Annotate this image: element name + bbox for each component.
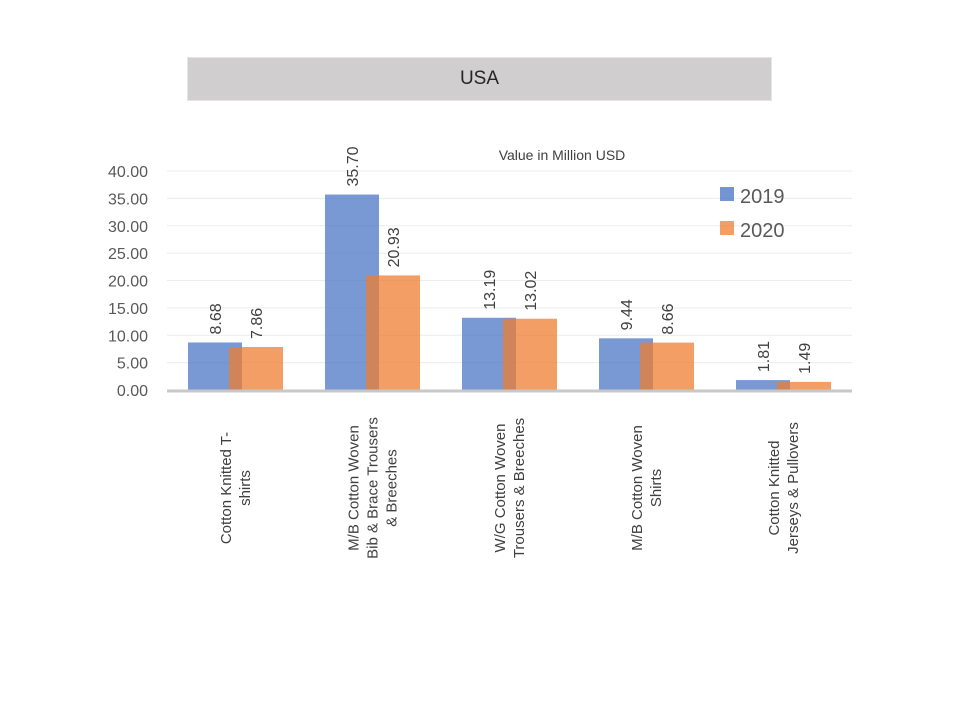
category-label: W/G Cotton Woven xyxy=(492,424,509,553)
y-tick-label: 20.00 xyxy=(108,274,148,291)
category-label: M/B Cotton Woven xyxy=(346,425,363,551)
bar-2020-0 xyxy=(229,346,283,390)
y-tick-label: 25.00 xyxy=(108,246,148,263)
bar-2020-4 xyxy=(777,381,831,390)
y-tick-label: 40.00 xyxy=(108,164,148,181)
category-label: Trousers & Breeches xyxy=(511,418,528,558)
category-label: Cotton Knitted T- xyxy=(218,432,235,544)
chart-title-banner: USA xyxy=(187,57,772,101)
category-label: Cotton Knitted xyxy=(766,440,783,535)
y-tick-label: 0.00 xyxy=(117,383,148,400)
legend-label-2020: 2020 xyxy=(740,220,785,242)
category-label: Bib & Brace Trousers xyxy=(365,417,382,559)
category-labels: Cotton Knitted T-shirts M/B Cotton Woven B… xyxy=(218,417,802,559)
bars xyxy=(188,194,831,390)
data-label: 13.19 xyxy=(482,270,499,310)
gridlines xyxy=(167,170,852,364)
bar-2020-2 xyxy=(503,318,557,390)
legend-label-2019: 2019 xyxy=(740,186,785,208)
y-tick-label: 15.00 xyxy=(108,301,148,318)
data-label: 13.02 xyxy=(523,271,540,311)
y-tick-label: 10.00 xyxy=(108,328,148,345)
legend: 2019 2020 xyxy=(720,186,785,242)
y-axis-ticks: 0.00 5.00 10.00 15.00 20.00 25.00 30.00 35.00 40… xyxy=(108,164,148,400)
bar-2020-3 xyxy=(640,342,694,390)
data-label: 8.68 xyxy=(208,303,225,334)
category-label: Jerseys & Pullovers xyxy=(785,422,802,554)
data-label: 1.81 xyxy=(756,341,773,372)
data-labels: 8.68 7.86 35.70 20.93 13.19 13.02 9.44 8.66 1.81… xyxy=(208,146,814,373)
category-label: shirts xyxy=(237,470,254,506)
legend-swatch-2019 xyxy=(720,187,734,201)
chart-subtitle: Value in Million USD xyxy=(499,147,626,163)
y-tick-label: 35.00 xyxy=(108,191,148,208)
data-label: 20.93 xyxy=(386,227,403,267)
category-label: M/B Cotton Woven xyxy=(629,425,646,551)
data-label: 35.70 xyxy=(345,146,362,186)
legend-swatch-2020 xyxy=(720,221,734,235)
y-tick-label: 5.00 xyxy=(117,356,148,373)
bar-2019-4 xyxy=(736,380,790,390)
data-label: 9.44 xyxy=(619,299,636,330)
data-label: 1.49 xyxy=(797,343,814,374)
bar-2020-1 xyxy=(366,275,420,390)
category-label: Shirts xyxy=(648,469,665,507)
y-tick-label: 30.00 xyxy=(108,219,148,236)
category-label: & Breeches xyxy=(384,449,401,527)
data-label: 8.66 xyxy=(660,303,677,334)
data-label: 7.86 xyxy=(249,308,266,339)
